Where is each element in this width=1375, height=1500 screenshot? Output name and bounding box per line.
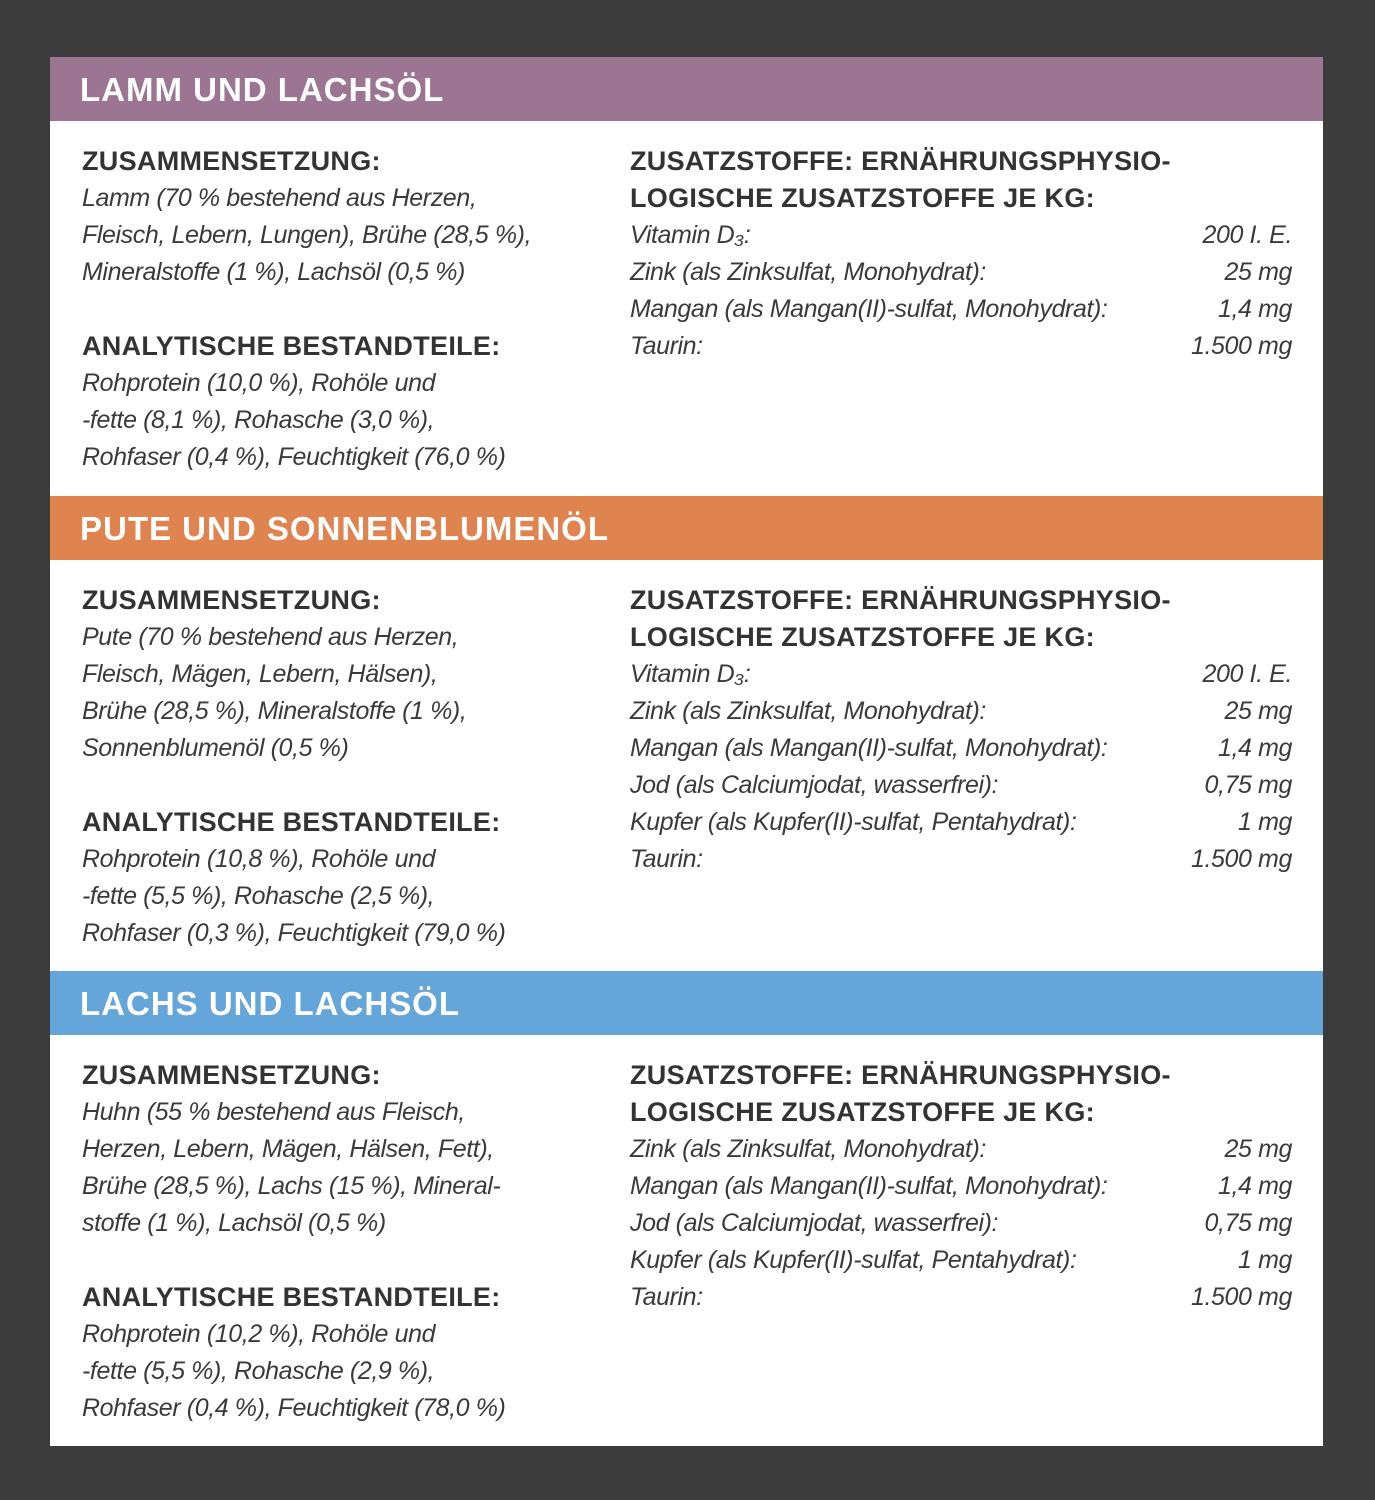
additive-amount: 25 mg (1224, 697, 1293, 725)
analysis-line: Rohfaser (0,4 %), Feuchtigkeit (76,0 %) (82, 443, 506, 471)
product-section: LAMM UND LACHSÖL ZUSAMMENSETZUNG: Lamm (70… (50, 57, 1323, 496)
right-column: ZUSATZSTOFFE: ERNÄHRUNGSPHYSIO- LOGISCHE … (630, 1057, 1292, 1316)
additives-heading: ZUSATZSTOFFE: ERNÄHRUNGSPHYSIO- (630, 1060, 1171, 1090)
additive-row: Mangan (als Mangan(II)-sulfat, Monohydra… (630, 730, 1292, 767)
additive-name: Kupfer (als Kupfer(II)-sulfat, Pentahydr… (630, 808, 1077, 836)
additive-row: Jod (als Calciumjodat, wasserfrei): 0,75 … (630, 1205, 1292, 1242)
additives-heading: ZUSATZSTOFFE: ERNÄHRUNGSPHYSIO- (630, 146, 1171, 176)
composition-line: Brühe (28,5 %), Lachs (15 %), Mineral- (82, 1172, 501, 1200)
additive-amount: 1,4 mg (1217, 734, 1292, 762)
analysis-line: Rohprotein (10,2 %), Rohöle und (82, 1320, 436, 1348)
additives-heading: LOGISCHE ZUSATZSTOFFE JE KG: (630, 622, 1095, 652)
additive-row: Zink (als Zinksulfat, Monohydrat): 25 mg (630, 254, 1292, 291)
additive-row: Mangan (als Mangan(II)-sulfat, Monohydra… (630, 1168, 1292, 1205)
analysis-line: -fette (5,5 %), Rohasche (2,9 %), (82, 1357, 435, 1385)
composition-line: Huhn (55 % bestehend aus Fleisch, (82, 1098, 465, 1126)
additive-row: Mangan (als Mangan(II)-sulfat, Monohydra… (630, 291, 1292, 328)
additive-row: Taurin: 1.500 mg (630, 841, 1292, 878)
additive-row: Jod (als Calciumjodat, wasserfrei): 0,75 … (630, 767, 1292, 804)
additive-row: Kupfer (als Kupfer(II)-sulfat, Pentahydr… (630, 1242, 1292, 1279)
additive-amount: 1.500 mg (1190, 332, 1292, 360)
additive-name: Mangan (als Mangan(II)-sulfat, Monohydra… (630, 734, 1108, 762)
analysis-line: Rohprotein (10,0 %), Rohöle und (82, 369, 436, 397)
additive-amount: 200 I. E. (1202, 221, 1292, 249)
right-column: ZUSATZSTOFFE: ERNÄHRUNGSPHYSIO- LOGISCHE … (630, 582, 1292, 878)
composition-line: Herzen, Lebern, Mägen, Hälsen, Fett), (82, 1135, 494, 1163)
product-section: PUTE UND SONNENBLUMENÖL ZUSAMMENSETZUNG: P… (50, 496, 1323, 971)
composition-line: Mineralstoffe (1 %), Lachsöl (0,5 %) (82, 258, 465, 286)
section-title: LACHS UND LACHSÖL (50, 971, 1323, 1035)
additive-name: Kupfer (als Kupfer(II)-sulfat, Pentahydr… (630, 1246, 1077, 1274)
additive-name: Zink (als Zinksulfat, Monohydrat): (630, 1135, 986, 1163)
analysis-line: Rohprotein (10,8 %), Rohöle und (82, 845, 436, 873)
additive-name: Vitamin D₃: (630, 660, 751, 688)
analysis-line: Rohfaser (0,3 %), Feuchtigkeit (79,0 %) (82, 919, 506, 947)
additive-name: Taurin: (630, 845, 703, 873)
right-column: ZUSATZSTOFFE: ERNÄHRUNGSPHYSIO- LOGISCHE … (630, 143, 1292, 365)
section-title: LAMM UND LACHSÖL (50, 57, 1323, 121)
additive-amount: 1 mg (1238, 1246, 1292, 1274)
product-section: LACHS UND LACHSÖL ZUSAMMENSETZUNG: Huhn (5… (50, 971, 1323, 1448)
additive-name: Jod (als Calciumjodat, wasserfrei): (630, 1209, 999, 1237)
spacer (82, 767, 612, 804)
additive-name: Taurin: (630, 1283, 703, 1311)
additive-row: Zink (als Zinksulfat, Monohydrat): 25 mg (630, 1131, 1292, 1168)
section-body: ZUSAMMENSETZUNG: Lamm (70 % bestehend aus… (50, 121, 1323, 496)
additive-amount: 1 mg (1238, 808, 1292, 836)
additive-name: Mangan (als Mangan(II)-sulfat, Monohydra… (630, 295, 1108, 323)
additive-amount: 0,75 mg (1204, 1209, 1292, 1237)
additive-name: Taurin: (630, 332, 703, 360)
additive-name: Jod (als Calciumjodat, wasserfrei): (630, 771, 999, 799)
composition-line: stoffe (1 %), Lachsöl (0,5 %) (82, 1209, 386, 1237)
section-title: PUTE UND SONNENBLUMENÖL (50, 496, 1323, 560)
analysis-heading: ANALYTISCHE BESTANDTEILE: (82, 1282, 501, 1312)
additive-row: Vitamin D₃: 200 I. E. (630, 656, 1292, 693)
composition-line: Fleisch, Mägen, Lebern, Hälsen), (82, 660, 438, 688)
analysis-heading: ANALYTISCHE BESTANDTEILE: (82, 807, 501, 837)
analysis-heading: ANALYTISCHE BESTANDTEILE: (82, 331, 501, 361)
spacer (82, 291, 612, 328)
composition-line: Fleisch, Lebern, Lungen), Brühe (28,5 %)… (82, 221, 532, 249)
section-body: ZUSAMMENSETZUNG: Pute (70 % bestehend aus… (50, 560, 1323, 971)
composition-line: Sonnenblumenöl (0,5 %) (82, 734, 349, 762)
left-column: ZUSAMMENSETZUNG: Lamm (70 % bestehend aus… (82, 143, 612, 476)
additive-name: Vitamin D₃: (630, 221, 751, 249)
additive-amount: 25 mg (1224, 258, 1293, 286)
additives-heading: ZUSATZSTOFFE: ERNÄHRUNGSPHYSIO- (630, 585, 1171, 615)
additive-name: Mangan (als Mangan(II)-sulfat, Monohydra… (630, 1172, 1108, 1200)
composition-heading: ZUSAMMENSETZUNG: (82, 1060, 381, 1090)
additives-heading: LOGISCHE ZUSATZSTOFFE JE KG: (630, 1097, 1095, 1127)
additive-row: Taurin: 1.500 mg (630, 328, 1292, 365)
additive-amount: 1,4 mg (1217, 1172, 1292, 1200)
additive-amount: 200 I. E. (1202, 660, 1292, 688)
section-body: ZUSAMMENSETZUNG: Huhn (55 % bestehend aus… (50, 1035, 1323, 1448)
composition-line: Brühe (28,5 %), Mineralstoffe (1 %), (82, 697, 467, 725)
left-column: ZUSAMMENSETZUNG: Pute (70 % bestehend aus… (82, 582, 612, 952)
additive-amount: 1.500 mg (1190, 1283, 1292, 1311)
analysis-line: -fette (8,1 %), Rohasche (3,0 %), (82, 406, 435, 434)
composition-heading: ZUSAMMENSETZUNG: (82, 585, 381, 615)
additive-row: Kupfer (als Kupfer(II)-sulfat, Pentahydr… (630, 804, 1292, 841)
additive-row: Vitamin D₃: 200 I. E. (630, 217, 1292, 254)
additive-amount: 0,75 mg (1204, 771, 1292, 799)
analysis-line: -fette (5,5 %), Rohasche (2,5 %), (82, 882, 435, 910)
additive-name: Zink (als Zinksulfat, Monohydrat): (630, 258, 986, 286)
additive-amount: 1,4 mg (1217, 295, 1292, 323)
analysis-line: Rohfaser (0,4 %), Feuchtigkeit (78,0 %) (82, 1394, 506, 1422)
additives-heading: LOGISCHE ZUSATZSTOFFE JE KG: (630, 183, 1095, 213)
additive-amount: 1.500 mg (1190, 845, 1292, 873)
additive-row: Zink (als Zinksulfat, Monohydrat): 25 mg (630, 693, 1292, 730)
ingredients-panel: LAMM UND LACHSÖL ZUSAMMENSETZUNG: Lamm (70… (50, 57, 1323, 1446)
composition-heading: ZUSAMMENSETZUNG: (82, 146, 381, 176)
additive-name: Zink (als Zinksulfat, Monohydrat): (630, 697, 986, 725)
composition-line: Lamm (70 % bestehend aus Herzen, (82, 184, 477, 212)
left-column: ZUSAMMENSETZUNG: Huhn (55 % bestehend aus… (82, 1057, 612, 1427)
additive-amount: 25 mg (1224, 1135, 1293, 1163)
additive-row: Taurin: 1.500 mg (630, 1279, 1292, 1316)
spacer (82, 1242, 612, 1279)
composition-line: Pute (70 % bestehend aus Herzen, (82, 623, 459, 651)
